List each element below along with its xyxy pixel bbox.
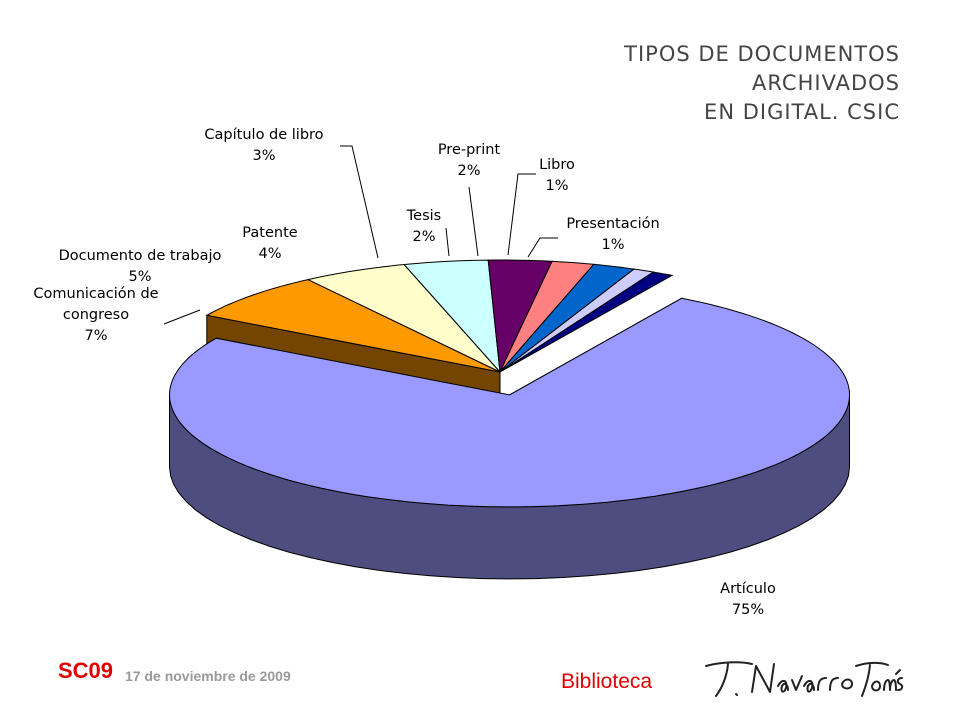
slice-value-1: 7%	[84, 328, 107, 344]
slice-label-2: Documento de trabajo 5%	[59, 248, 222, 285]
slice-value-5: 2%	[412, 229, 435, 245]
slice-6	[499, 263, 636, 373]
slice-label-7: Libro 1%	[539, 157, 575, 194]
slice-value-4: 3%	[252, 148, 275, 164]
leader-line-1	[163, 309, 201, 325]
leader-line-4	[340, 145, 379, 259]
slice-0	[168, 297, 850, 508]
slice-label-0: Artículo 75%	[720, 581, 776, 618]
leader-line-6	[468, 186, 479, 257]
title-line-2: ARCHIVADOS	[752, 71, 900, 95]
slice-label-5: Tesis 2%	[406, 208, 441, 245]
slice-label-1: Comunicación de congreso 7%	[33, 286, 158, 344]
slice-value-7: 1%	[545, 178, 568, 194]
slice-value-2: 5%	[128, 269, 151, 285]
slice-value-0: 75%	[732, 602, 764, 618]
slice-label-3: Patente 4%	[242, 225, 297, 262]
footer-date: 17 de noviembre de 2009	[125, 668, 291, 684]
slice-7	[499, 268, 655, 373]
footer-library: Biblioteca	[561, 670, 653, 693]
slice-label-4: Capítulo de libro 3%	[204, 127, 323, 164]
slice-value-3: 4%	[258, 246, 281, 262]
slice-label-8: Presentación 1%	[566, 216, 659, 253]
footer-code: SC09	[58, 658, 114, 683]
slice-4	[487, 259, 553, 374]
slice-2	[306, 263, 501, 373]
signature-image	[705, 661, 904, 697]
slice-label-6: Pre-print 2%	[438, 142, 501, 179]
title-line-1: TIPOS DE DOCUMENTOS	[624, 42, 900, 66]
slice-8	[499, 271, 674, 373]
slice-3	[403, 259, 501, 374]
slice-value-8: 1%	[601, 237, 624, 253]
leader-line-5	[445, 227, 450, 257]
title-line-3: EN DIGITAL. CSIC	[704, 100, 900, 124]
slice-1	[205, 279, 501, 373]
slice-value-6: 2%	[457, 163, 480, 179]
chart-title: TIPOS DE DOCUMENTOS ARCHIVADOS EN DIGITA…	[624, 40, 900, 127]
leader-line-8	[527, 237, 558, 258]
leader-line-7	[507, 173, 536, 256]
